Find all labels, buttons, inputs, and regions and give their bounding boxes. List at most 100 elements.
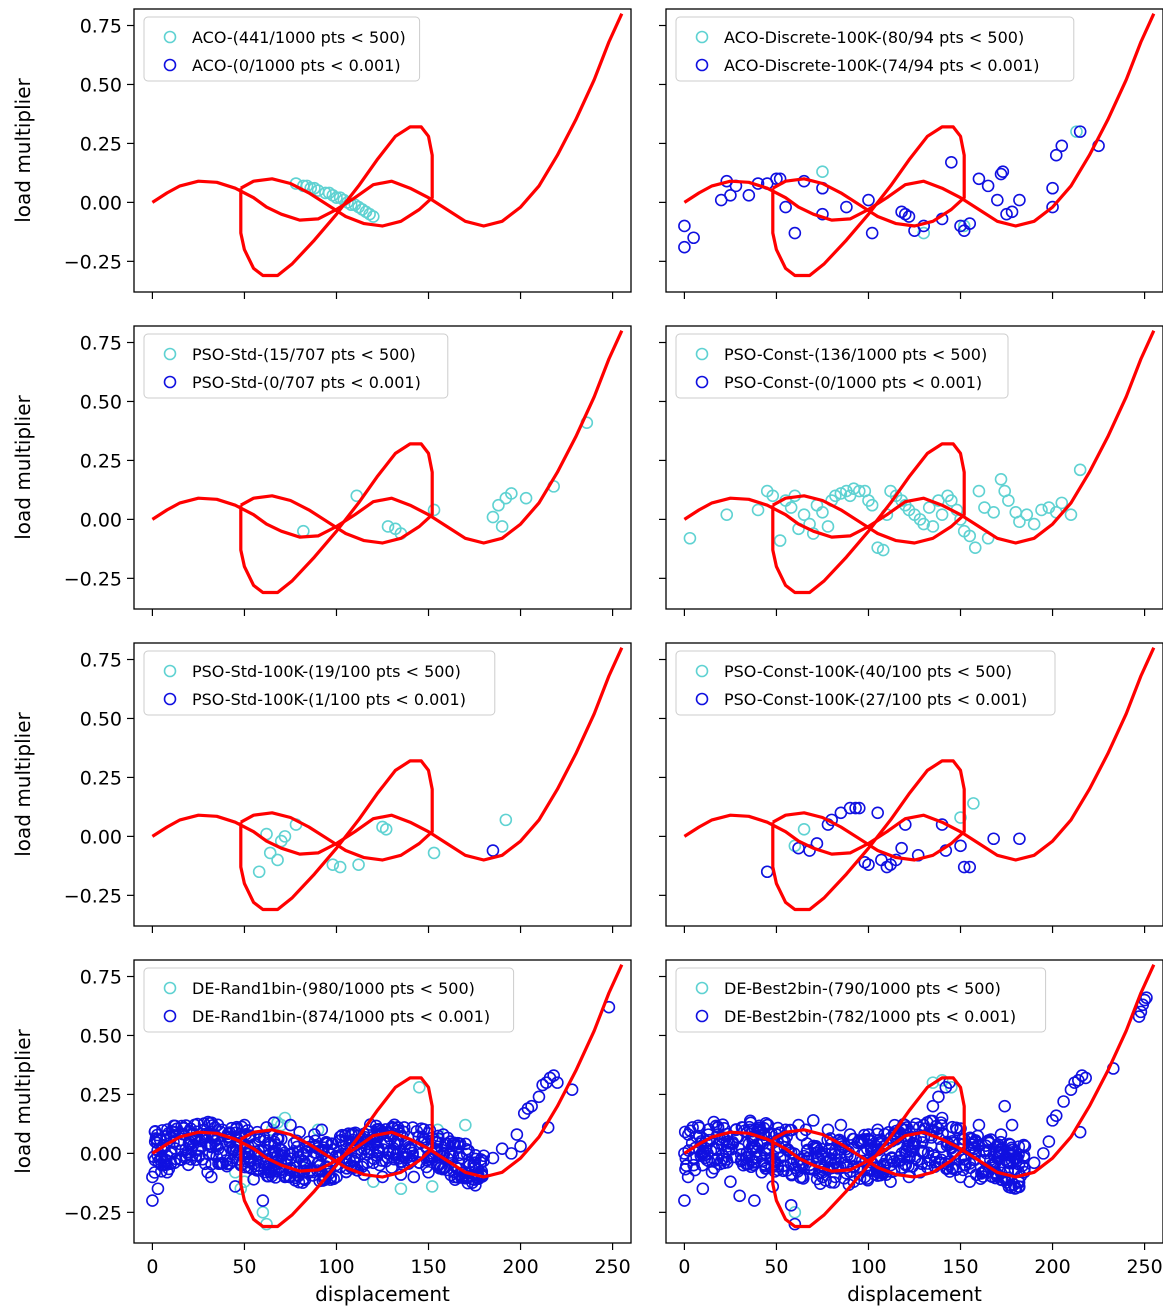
data-point bbox=[862, 858, 875, 871]
data-point bbox=[1049, 1109, 1063, 1122]
data-point bbox=[963, 860, 977, 874]
data-point bbox=[1000, 1176, 1014, 1189]
data-point bbox=[1049, 148, 1063, 162]
data-point bbox=[335, 1128, 349, 1142]
data-point bbox=[926, 1114, 940, 1128]
legend: DE-Best2bin-(790/1000 pts < 500) DE-Best2… bbox=[675, 967, 1047, 1033]
x-tick-label: 250 bbox=[594, 1256, 630, 1278]
x-tick-label: 100 bbox=[318, 1256, 354, 1278]
data-point bbox=[1037, 1147, 1050, 1160]
data-point bbox=[748, 1194, 761, 1207]
data-point bbox=[954, 1122, 967, 1135]
data-point bbox=[996, 165, 1010, 179]
data-point bbox=[146, 1194, 159, 1207]
y-tick-label: −0.25 bbox=[64, 251, 122, 273]
data-point bbox=[452, 1162, 465, 1175]
data-point bbox=[840, 1167, 853, 1180]
data-point bbox=[928, 1155, 942, 1169]
data-point bbox=[298, 1173, 312, 1187]
series-below-0001 bbox=[678, 991, 1153, 1231]
series-below-500 bbox=[297, 416, 594, 540]
data-point bbox=[1027, 517, 1041, 531]
data-point bbox=[315, 1123, 329, 1137]
plot-frame bbox=[665, 325, 1163, 610]
data-point bbox=[963, 1175, 977, 1188]
data-point bbox=[308, 181, 321, 195]
data-point bbox=[998, 1099, 1011, 1113]
equilibrium-loop bbox=[239, 442, 434, 595]
legend-entry: ACO-(0/1000 pts < 0.001) bbox=[192, 56, 401, 75]
subplot-1: 0.75 0.50 0.25 0.00 −0.25 load multiplier ACO-… bbox=[11, 8, 632, 299]
legend-entry: PSO-Std-(0/707 pts < 0.001) bbox=[192, 373, 421, 392]
legend-marker bbox=[695, 58, 709, 72]
legend-entry: PSO-Std-100K-(1/100 pts < 0.001) bbox=[192, 690, 466, 709]
data-point bbox=[889, 853, 903, 867]
data-point bbox=[267, 1116, 281, 1130]
data-point bbox=[244, 1162, 258, 1175]
data-point bbox=[1140, 991, 1153, 1005]
data-point bbox=[906, 1139, 919, 1153]
data-point bbox=[976, 1170, 990, 1183]
data-point bbox=[256, 1194, 270, 1207]
data-point bbox=[957, 219, 971, 233]
data-point bbox=[1000, 207, 1013, 221]
data-point bbox=[963, 1157, 977, 1170]
data-point bbox=[1008, 1152, 1021, 1166]
data-point bbox=[477, 1149, 491, 1163]
data-point bbox=[167, 1119, 181, 1133]
data-point bbox=[843, 801, 857, 815]
y-tick-label: 0.00 bbox=[80, 509, 122, 531]
plot-frame bbox=[665, 8, 1163, 293]
data-point bbox=[910, 1153, 924, 1167]
data-point bbox=[995, 1142, 1009, 1155]
data-point bbox=[492, 498, 505, 512]
data-point bbox=[182, 1147, 195, 1161]
legend: PSO-Const-(136/1000 pts < 500) PSO-Const-… bbox=[675, 333, 1009, 399]
data-point bbox=[926, 520, 940, 533]
data-point bbox=[477, 1154, 490, 1168]
data-point bbox=[852, 484, 866, 498]
data-point bbox=[994, 472, 1008, 486]
data-point bbox=[1057, 1095, 1070, 1108]
data-point bbox=[252, 865, 266, 879]
y-axis-label: load multiplier bbox=[11, 394, 35, 539]
data-point bbox=[751, 503, 765, 517]
data-point bbox=[784, 1198, 798, 1212]
legend-entry: DE-Rand1bin-(980/1000 pts < 500) bbox=[192, 979, 475, 998]
data-point bbox=[821, 1123, 835, 1137]
legend-entry: DE-Rand1bin-(874/1000 pts < 0.001) bbox=[192, 1007, 490, 1026]
data-point bbox=[333, 860, 347, 874]
data-point bbox=[396, 1150, 410, 1164]
data-point bbox=[282, 1170, 296, 1184]
legend-marker bbox=[695, 692, 709, 706]
x-tick-label: 0 bbox=[678, 1256, 690, 1278]
data-point bbox=[899, 1158, 913, 1172]
data-point bbox=[871, 541, 884, 554]
data-point bbox=[551, 1076, 564, 1089]
data-point bbox=[447, 1139, 461, 1152]
legend-marker bbox=[163, 347, 177, 361]
legend-box bbox=[675, 333, 1009, 399]
legend: PSO-Std-100K-(19/100 pts < 500) PSO-Std-1… bbox=[143, 650, 496, 716]
legend: PSO-Const-100K-(40/100 pts < 500) PSO-Con… bbox=[675, 650, 1056, 716]
data-point bbox=[946, 1120, 959, 1134]
legend-marker bbox=[163, 30, 177, 44]
series-below-0001 bbox=[486, 844, 500, 857]
data-point bbox=[201, 1115, 215, 1129]
data-point bbox=[291, 1145, 305, 1159]
subplot-8: 0 50 100 150 200 250 displacement DE-Best2bin-(… bbox=[659, 959, 1163, 1306]
x-axis-label: displacement bbox=[847, 1282, 982, 1306]
equilibrium-loop bbox=[771, 125, 966, 278]
data-point bbox=[875, 853, 888, 867]
x-tick-label: 0 bbox=[146, 1256, 158, 1278]
y-axis-label: load multiplier bbox=[11, 711, 35, 856]
data-point bbox=[926, 1099, 940, 1113]
x-tick-label: 100 bbox=[850, 1256, 886, 1278]
legend-marker bbox=[163, 1009, 177, 1023]
data-point bbox=[814, 1142, 828, 1156]
data-point bbox=[991, 193, 1004, 207]
legend-marker bbox=[163, 58, 177, 72]
equilibrium-curve bbox=[683, 13, 1156, 228]
data-point bbox=[935, 508, 949, 521]
data-point bbox=[720, 1153, 733, 1166]
